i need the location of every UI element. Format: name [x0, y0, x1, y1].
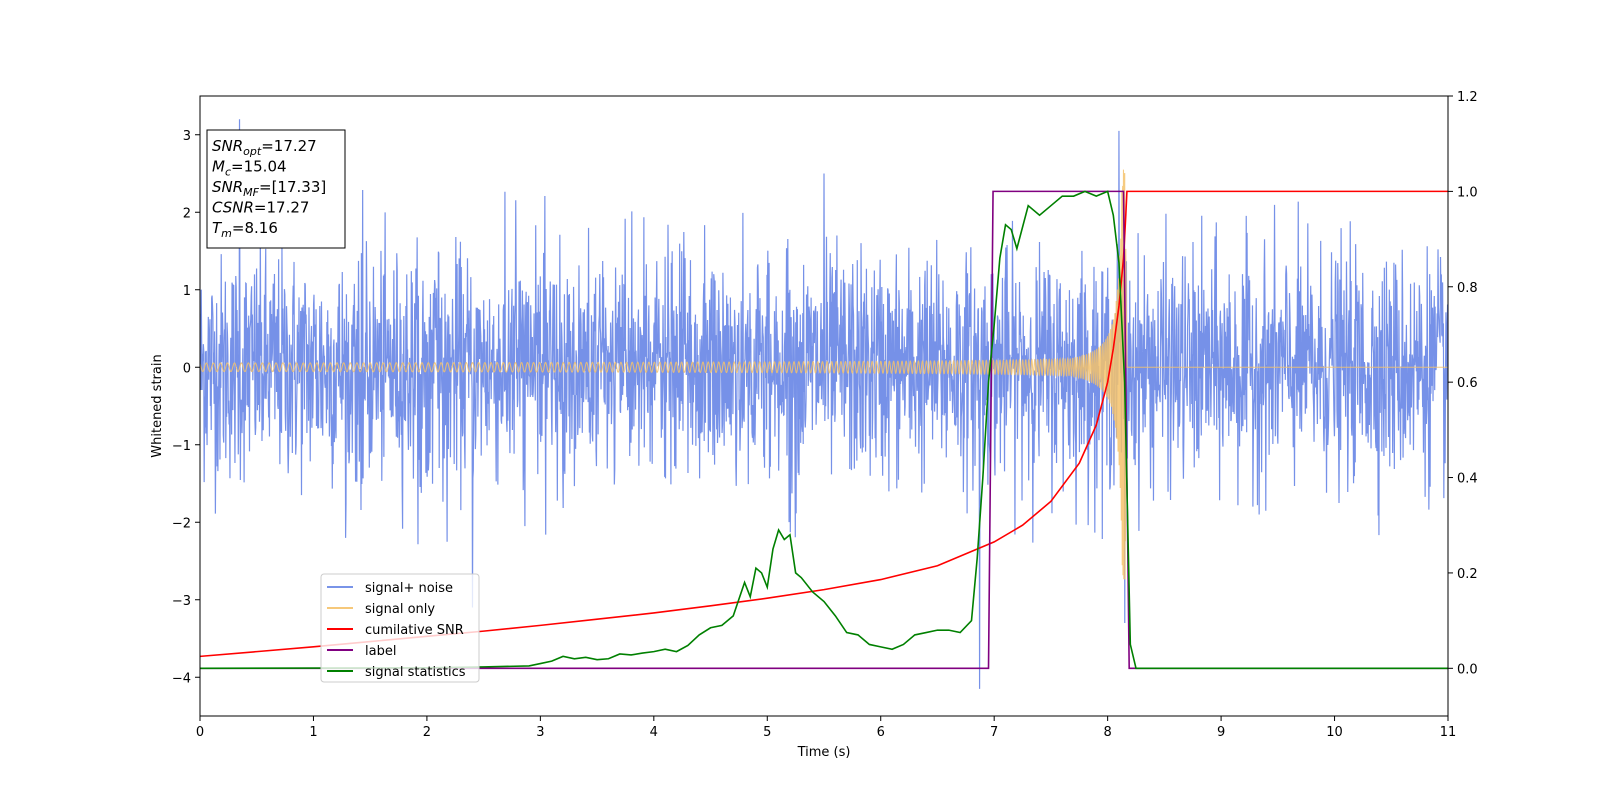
y-tick-label: 3 — [183, 129, 191, 144]
legend-entry-label: signal only — [365, 602, 435, 617]
y2-tick-label: 0.8 — [1457, 281, 1478, 296]
y-tick-label: −3 — [172, 594, 191, 609]
y-tick-label: 0 — [183, 361, 191, 376]
y2-tick-label: 1.2 — [1457, 90, 1478, 105]
legend-frame — [320, 573, 480, 683]
annotation-value: =17.27 — [261, 137, 317, 155]
x-tick-label: 5 — [763, 725, 771, 740]
annotation-value: =17.27 — [254, 199, 310, 217]
x-tick-label: 4 — [650, 725, 658, 740]
annotation-value: =8.16 — [232, 219, 278, 237]
annotation-subscript: opt — [243, 145, 262, 158]
annotation-symbol: SNR — [212, 178, 243, 196]
x-tick-label: 1 — [309, 725, 317, 740]
annotation-line: SNRopt=17.27 — [212, 137, 317, 158]
annotation-line: Tm=8.16 — [212, 219, 278, 240]
x-tick-label: 10 — [1326, 725, 1343, 740]
x-axis-label: Time (s) — [797, 745, 851, 760]
y-tick-label: −4 — [172, 671, 191, 686]
y-tick-label: 2 — [183, 206, 191, 221]
annotation-symbol: SNR — [212, 137, 243, 155]
x-tick-label: 2 — [423, 725, 431, 740]
y2-tick-label: 0.6 — [1457, 376, 1478, 391]
legend: signal+ noise signal only cumilative SNR la… — [320, 573, 480, 683]
y2-tick-label: 1.0 — [1457, 185, 1478, 200]
stats-annotation-box: SNRopt=17.27Mc=15.04SNRMF=[17.33]CSNR=17… — [206, 129, 346, 249]
x-tick-label: 8 — [1103, 725, 1111, 740]
annotation-frame — [206, 129, 346, 249]
annotation-symbol: CSNR — [212, 199, 254, 217]
annotation-line: Mc=15.04 — [212, 158, 287, 179]
legend-entry-label: signal+ noise — [365, 581, 453, 596]
legend-entry-label: cumilative SNR — [365, 623, 464, 638]
series-line-signal-only — [200, 169, 1448, 580]
x-tick-label: 6 — [877, 725, 885, 740]
x-tick-label: 0 — [196, 725, 204, 740]
y-axis-label: Whitened strain — [150, 354, 165, 457]
plot-area-frame — [199, 95, 1449, 717]
annotation-value: =[17.33] — [259, 178, 326, 196]
annotation-subscript: c — [225, 166, 231, 179]
series-line-signal-noise — [200, 119, 1448, 689]
annotation-line: CSNR=17.27 — [212, 199, 309, 217]
annotation-symbol: T — [212, 219, 223, 237]
annotation-line: SNRMF=[17.33] — [212, 178, 326, 199]
annotation-subscript: MF — [243, 186, 259, 199]
x-tick-label: 9 — [1217, 725, 1225, 740]
x-tick-label: 11 — [1440, 725, 1457, 740]
y-tick-label: 1 — [183, 284, 191, 299]
y2-tick-label: 0.0 — [1457, 662, 1478, 677]
y2-tick-label: 0.4 — [1457, 472, 1478, 487]
series-line-signal-statistics — [200, 190, 1448, 670]
x-tick-label: 7 — [990, 725, 998, 740]
axes-layer: 0 1 2 3 4 5 6 7 8 9 10 11 −4 −3 −2 −1 0 1 2 3 0.0 0.2 0.4 0.6 0.… — [150, 90, 1478, 760]
y-tick-label: −1 — [172, 439, 191, 454]
annotation-subscript: m — [221, 227, 232, 240]
x-tick-label: 3 — [536, 725, 544, 740]
legend-entry-label: signal statistics — [365, 665, 466, 680]
annotation-value: =15.04 — [231, 158, 287, 176]
legend-entry-label: label — [365, 644, 396, 659]
annotation-symbol: M — [212, 158, 225, 176]
y2-tick-label: 0.2 — [1457, 567, 1478, 582]
y-tick-label: −2 — [172, 516, 191, 531]
